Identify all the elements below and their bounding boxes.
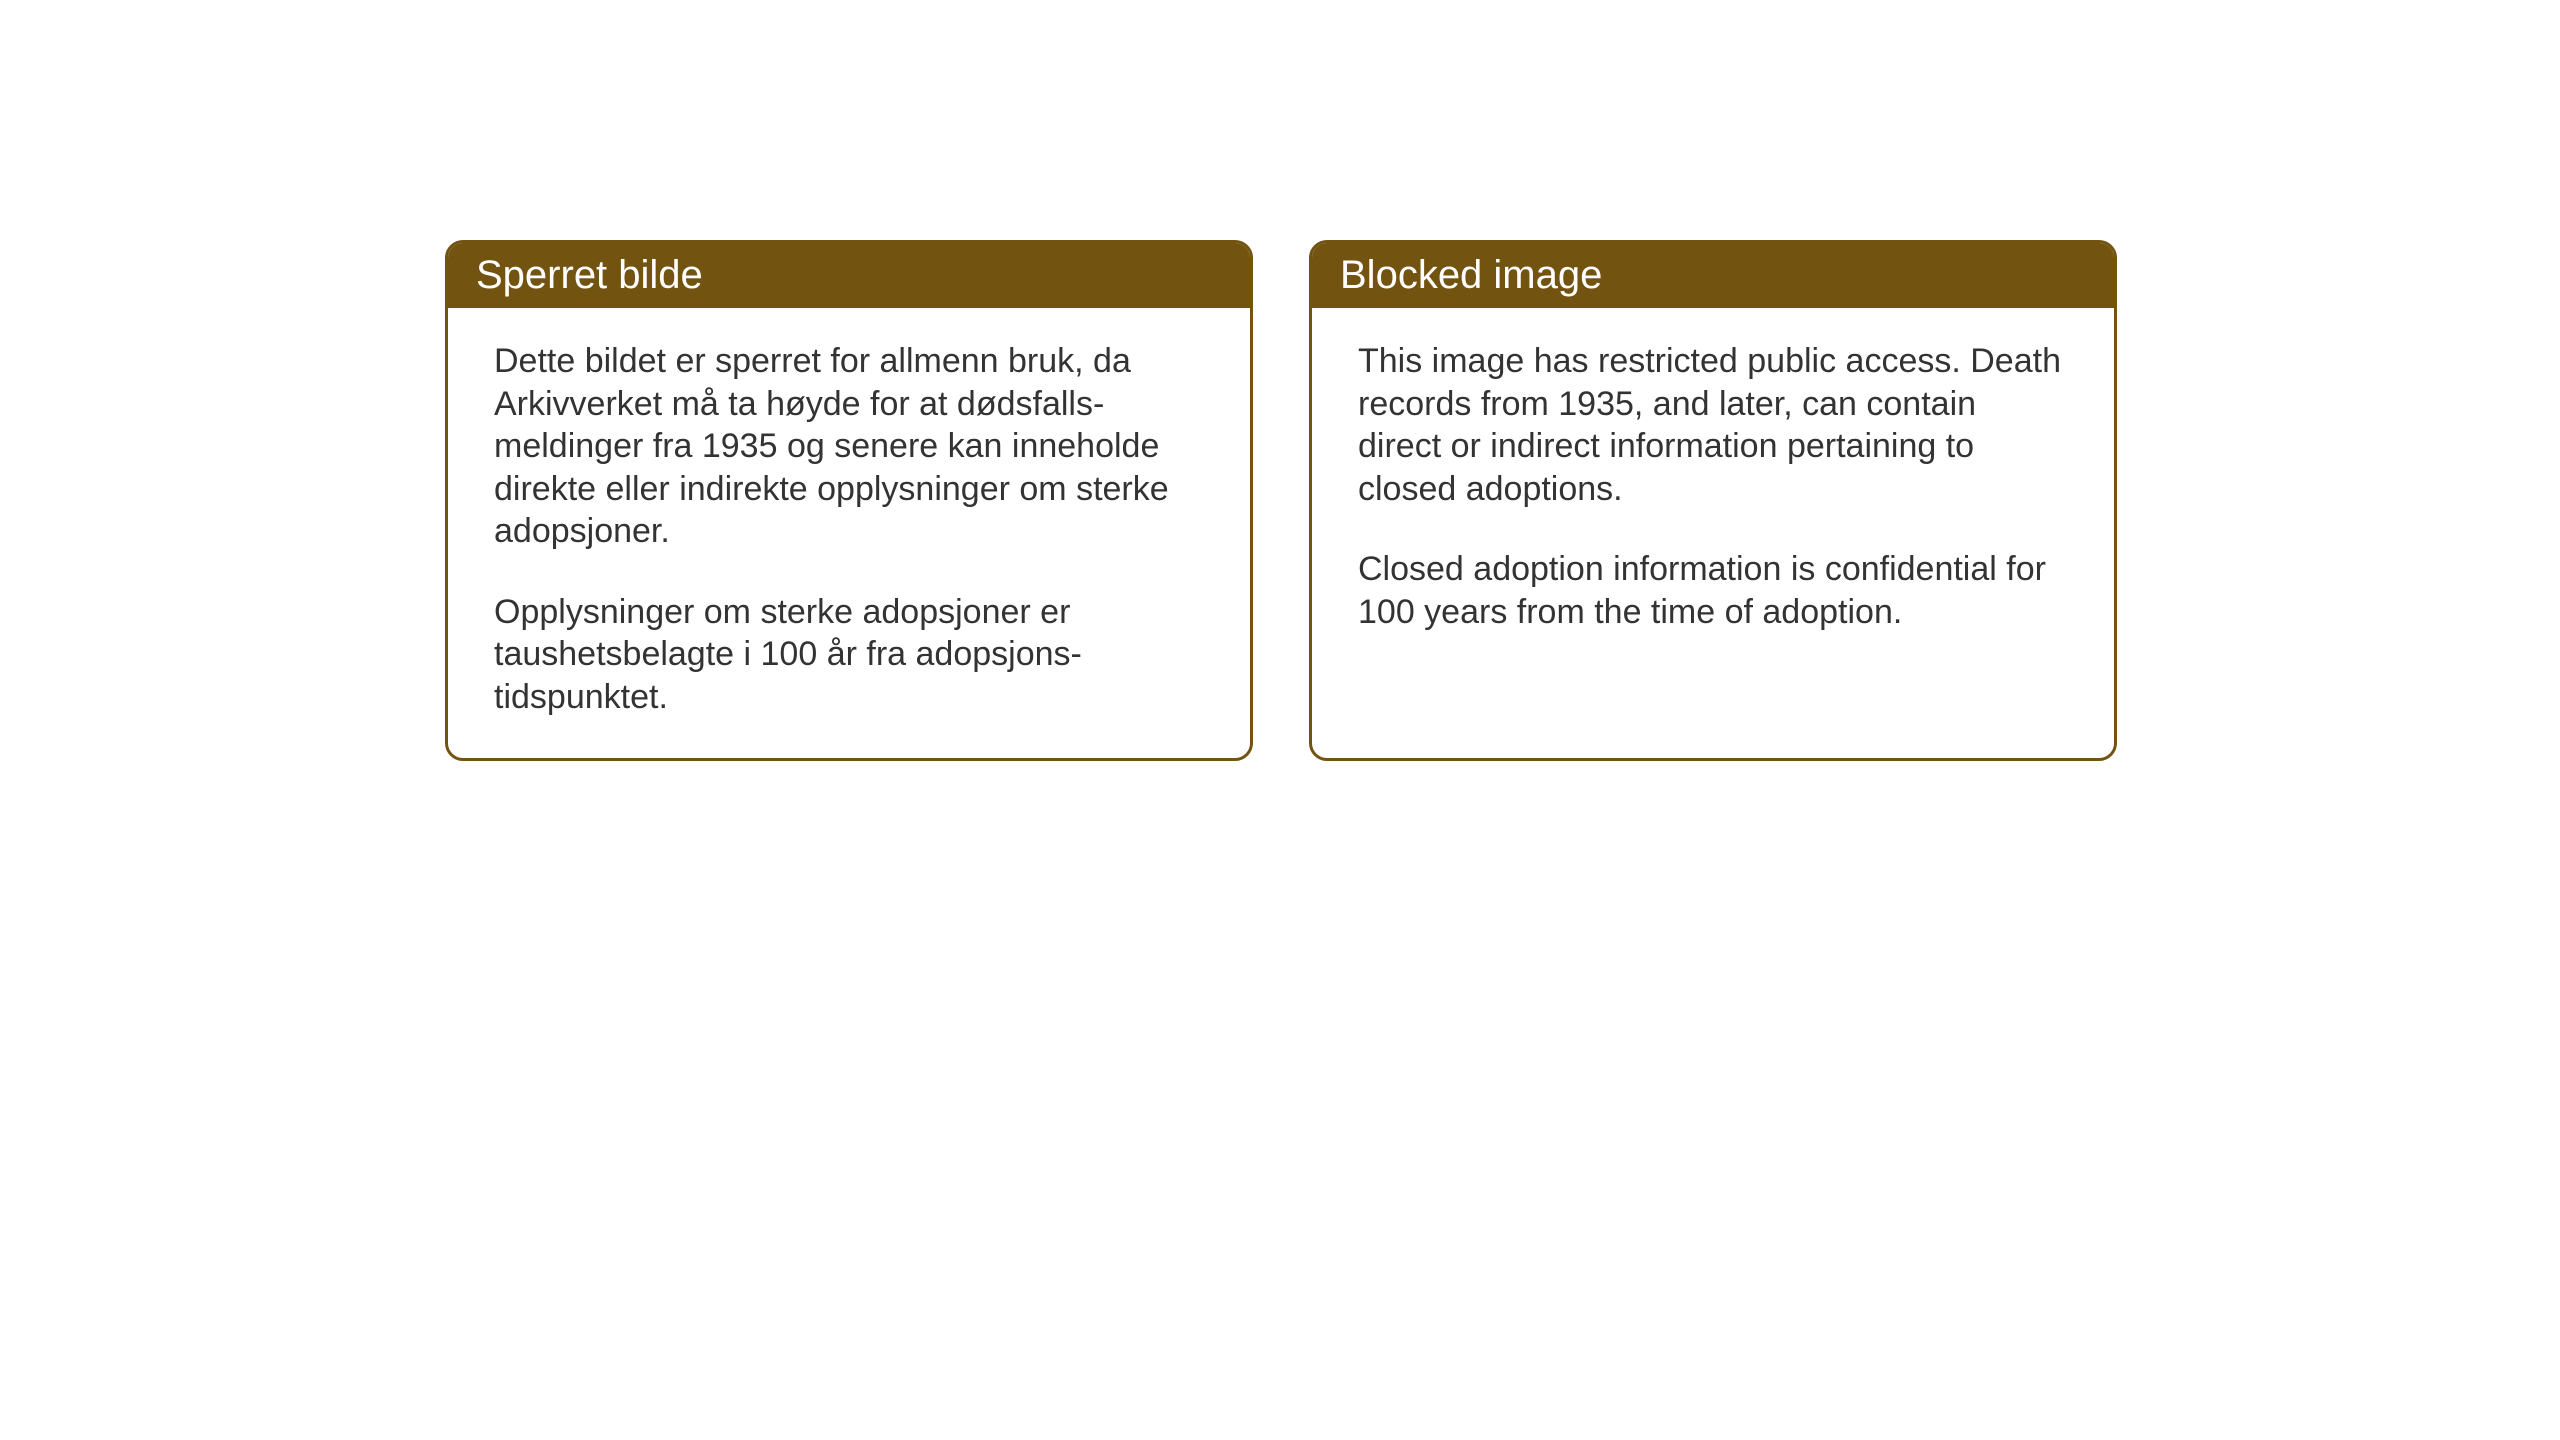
english-paragraph-1: This image has restricted public access.… <box>1358 340 2068 510</box>
norwegian-card-title: Sperret bilde <box>448 243 1250 308</box>
norwegian-notice-card: Sperret bilde Dette bildet er sperret fo… <box>445 240 1253 761</box>
english-card-title: Blocked image <box>1312 243 2114 308</box>
notice-container: Sperret bilde Dette bildet er sperret fo… <box>445 240 2117 761</box>
english-notice-card: Blocked image This image has restricted … <box>1309 240 2117 761</box>
english-card-body: This image has restricted public access.… <box>1312 308 2114 673</box>
english-paragraph-2: Closed adoption information is confident… <box>1358 548 2068 633</box>
norwegian-card-body: Dette bildet er sperret for allmenn bruk… <box>448 308 1250 758</box>
norwegian-paragraph-1: Dette bildet er sperret for allmenn bruk… <box>494 340 1204 553</box>
norwegian-paragraph-2: Opplysninger om sterke adopsjoner er tau… <box>494 591 1204 719</box>
